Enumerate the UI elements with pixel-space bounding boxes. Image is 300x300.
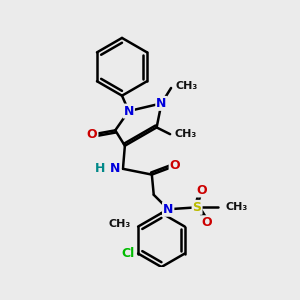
Text: Cl: Cl [121,247,134,260]
Text: CH₃: CH₃ [176,81,198,91]
Text: S: S [193,201,202,214]
Text: CH₃: CH₃ [175,129,197,139]
Text: CH₃: CH₃ [108,219,130,229]
Text: N: N [156,97,167,110]
Text: O: O [201,216,212,229]
Text: O: O [169,159,180,172]
Text: N: N [124,105,134,118]
Text: N: N [163,203,173,216]
Text: CH₃: CH₃ [226,202,248,212]
Text: N: N [110,162,120,175]
Text: O: O [196,184,207,196]
Text: H: H [95,162,105,175]
Text: O: O [87,128,98,141]
